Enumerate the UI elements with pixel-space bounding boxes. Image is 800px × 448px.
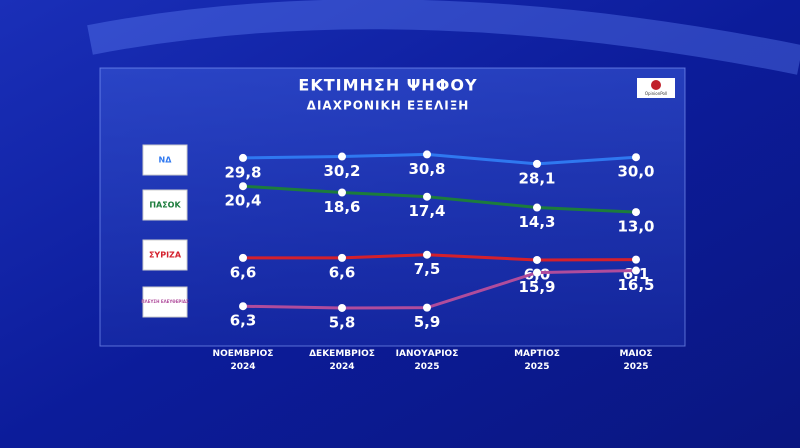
x-tick-label: ΝΟΕΜΒΡΙΟΣ 2024	[213, 349, 274, 372]
panel	[99, 67, 686, 347]
legend-logo	[142, 286, 188, 318]
chart-title: ΕΚΤΙΜΗΣΗ ΨΗΦΟΥ	[298, 76, 477, 95]
data-point	[423, 192, 431, 201]
legend-label: ΠΛΕΥΣΗ ΕΛΕΥΘΕΡΙΑΣ	[141, 299, 189, 304]
data-point	[632, 153, 640, 162]
data-point	[423, 250, 431, 259]
data-point	[533, 255, 541, 264]
data-label: 29,8	[224, 163, 261, 181]
data-label: 7,5	[414, 260, 441, 278]
decor-swoosh	[87, 0, 800, 75]
x-tick-label: ΜΑΡΤΙΟΣ 2025	[514, 349, 560, 372]
x-tick-label: ΔΕΚΕΜΒΡΙΟΣ 2024	[309, 349, 375, 372]
data-label: 28,1	[518, 169, 555, 187]
data-label: 15,9	[518, 278, 555, 296]
data-point	[239, 302, 247, 311]
legend-label: ΣΥΡΙΖΑ	[149, 251, 182, 260]
data-point	[533, 203, 541, 212]
data-label: 20,4	[224, 192, 261, 210]
data-point	[632, 255, 640, 264]
data-label: 30,2	[323, 162, 360, 180]
data-point	[423, 150, 431, 159]
source-logo-icon	[651, 80, 661, 90]
data-label: 6,3	[230, 312, 257, 330]
legend-logo	[142, 189, 188, 221]
data-label: 14,3	[518, 213, 555, 231]
data-point	[338, 152, 346, 161]
data-label: 6,6	[329, 263, 356, 281]
data-label: 6,6	[230, 263, 257, 281]
data-label: 5,8	[329, 313, 356, 331]
data-point	[239, 253, 247, 262]
legend-logo	[142, 144, 188, 176]
data-point	[239, 153, 247, 162]
data-point	[533, 159, 541, 168]
data-label: 18,6	[323, 198, 360, 216]
legend-label: ΝΔ	[159, 156, 173, 165]
data-label: 30,8	[408, 160, 445, 178]
data-label: 13,0	[617, 218, 654, 236]
data-label: 30,0	[617, 163, 654, 181]
data-point	[338, 188, 346, 197]
source-text: OpinionPoll	[645, 91, 667, 96]
x-tick-label: ΜΑΙΟΣ 2025	[619, 349, 652, 372]
chart-subtitle: ΔΙΑΧΡΟΝΙΚΗ ΕΞΕΛΙΞΗ	[307, 99, 470, 113]
data-label: 5,9	[414, 313, 441, 331]
data-point	[423, 303, 431, 312]
data-point	[338, 303, 346, 312]
legend-label: ΠΑΣΟΚ	[149, 201, 181, 210]
data-point	[338, 253, 346, 262]
data-label: 16,5	[617, 276, 654, 294]
x-tick-label: ΙΑΝΟΥΑΡΙΟΣ 2025	[396, 349, 459, 372]
data-point	[239, 182, 247, 191]
legend-logo	[142, 239, 188, 271]
data-point	[632, 208, 640, 217]
data-point	[533, 268, 541, 277]
data-label: 17,4	[408, 202, 445, 220]
data-point	[632, 266, 640, 275]
